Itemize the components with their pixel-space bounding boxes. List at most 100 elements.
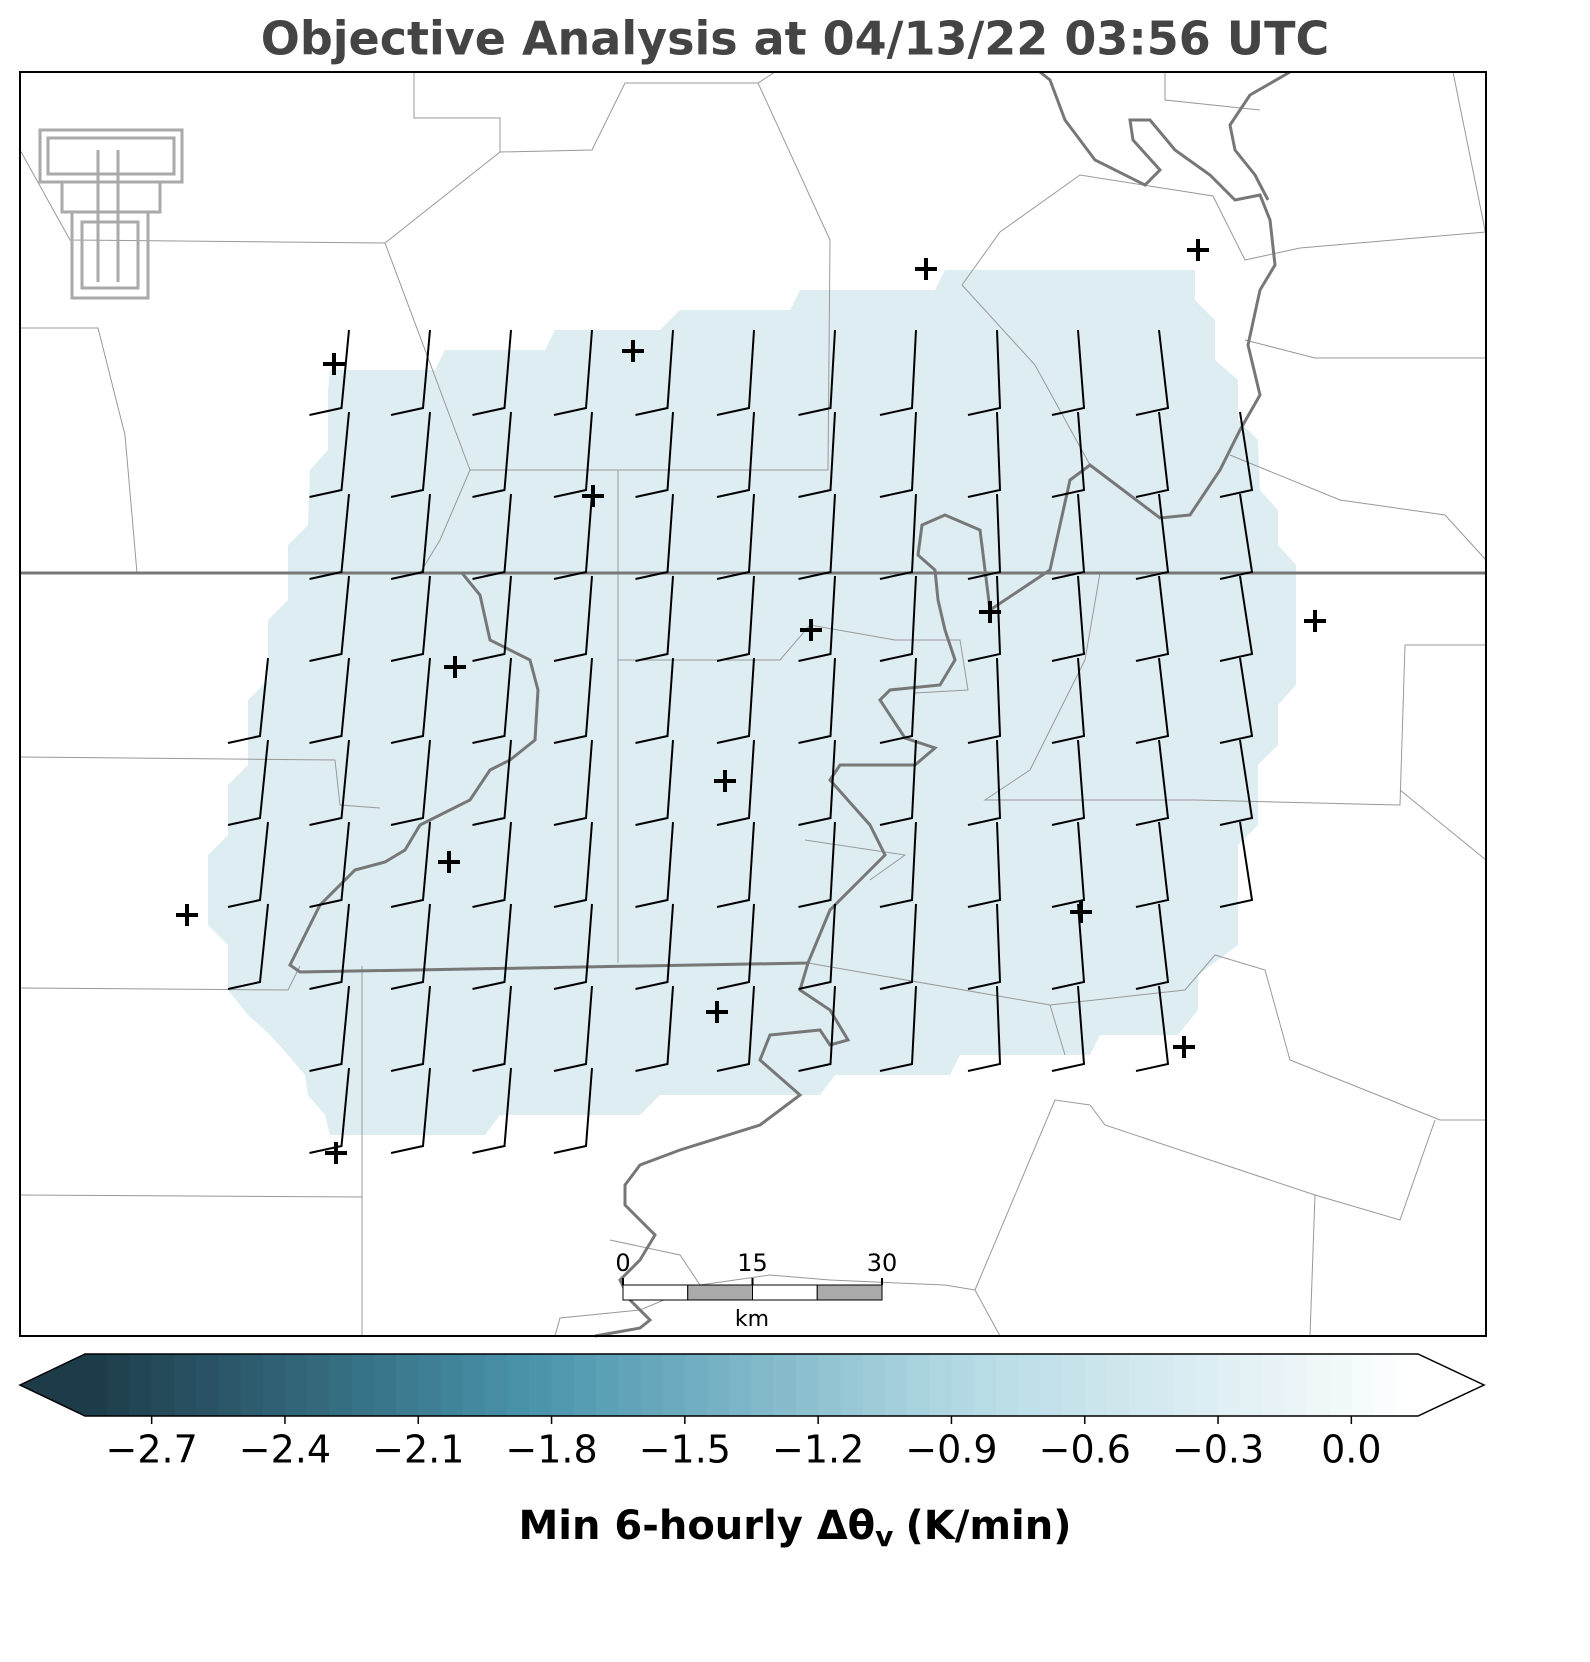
wind-barb <box>553 985 593 1072</box>
stations <box>176 239 1326 1164</box>
colorbar-band <box>284 1354 308 1416</box>
wind-barb <box>227 821 269 908</box>
county-lines <box>19 71 1487 1337</box>
title: Objective Analysis at 04/13/22 03:56 UTC <box>261 12 1330 66</box>
wind-barb <box>798 739 836 826</box>
colorbar-band <box>440 1354 464 1416</box>
colorbar-band <box>1062 1354 1086 1416</box>
wind-barb <box>879 411 917 498</box>
wind-barb <box>635 985 674 1072</box>
scale-segment <box>687 1284 753 1301</box>
station-marker <box>438 851 460 873</box>
wind-barb <box>635 739 674 826</box>
colorbar-extend-high <box>1418 1354 1484 1416</box>
wind-barb <box>635 493 674 580</box>
wind-barb <box>390 903 431 990</box>
station-marker <box>1304 610 1326 632</box>
colorbar-band <box>1173 1354 1197 1416</box>
wind-barb <box>1135 329 1170 416</box>
colorbar-band <box>196 1354 219 1416</box>
station-marker <box>444 656 466 678</box>
colorbar-tick-label: −1.8 <box>505 1428 597 1472</box>
wind-barb <box>798 903 836 990</box>
wind-barb <box>1219 493 1254 580</box>
colorbar-band <box>662 1354 686 1416</box>
wind-barb <box>227 739 269 826</box>
wind-barb <box>1135 411 1170 498</box>
colorbar-band <box>1373 1354 1397 1416</box>
colorbar-band <box>907 1354 930 1416</box>
wind-barb <box>309 575 350 662</box>
scale-segment <box>752 1284 818 1301</box>
colorbar-band <box>418 1354 441 1416</box>
colorbar-extend-low <box>20 1354 85 1416</box>
wind-barb <box>553 493 593 580</box>
wind-barb <box>472 1067 512 1154</box>
scale-segment <box>816 1284 883 1301</box>
colorbar-band <box>951 1354 975 1416</box>
wind-barb <box>309 411 350 498</box>
colorbar-band <box>818 1354 841 1416</box>
colorbar-tick-label: −0.3 <box>1172 1428 1264 1472</box>
colorbar-band <box>1329 1354 1352 1416</box>
colorbar: −2.7 −2.4 −2.1 −1.8 −1.5 −1.2 −0.9 −0.6 −0.3 0.0 <box>18 1353 1486 1472</box>
colorbar-band <box>173 1354 197 1416</box>
wind-barb <box>635 821 674 908</box>
wind-barb <box>798 821 836 908</box>
scale-bar: km 0 15 30 <box>615 1249 897 1332</box>
wind-barb <box>309 329 350 416</box>
wind-barb <box>967 739 1002 826</box>
wind-barb <box>967 657 1002 744</box>
wind-barb <box>472 985 512 1072</box>
wind-barb <box>967 985 1002 1072</box>
colorbar-band <box>1129 1354 1152 1416</box>
wind-barb <box>1135 821 1170 908</box>
wind-barb <box>1051 821 1086 908</box>
colorbar-band <box>862 1354 886 1416</box>
colorbar-band <box>307 1354 330 1416</box>
colorbar-band <box>329 1354 353 1416</box>
colorbar-band <box>240 1354 264 1416</box>
colorbar-band <box>1351 1354 1375 1416</box>
wind-barb <box>716 493 755 580</box>
label-sub: v <box>875 1520 893 1553</box>
wind-barb <box>1219 739 1254 826</box>
wind-barb <box>472 493 512 580</box>
wind-barb <box>967 329 1002 416</box>
colorbar-band <box>218 1354 242 1416</box>
wind-barb <box>798 657 836 744</box>
station-marker <box>325 1142 347 1164</box>
colorbar-band <box>129 1354 153 1416</box>
station-marker <box>714 770 736 792</box>
station-marker <box>706 1001 728 1023</box>
scale-tick-label: 15 <box>737 1249 768 1277</box>
wind-barb <box>309 657 350 744</box>
colorbar-band <box>351 1354 375 1416</box>
colorbar-band <box>773 1354 797 1416</box>
colorbar-band <box>729 1354 752 1416</box>
colorbar-band <box>396 1354 419 1416</box>
colorbar-band <box>107 1354 130 1416</box>
wind-barb <box>716 575 755 662</box>
colorbar-band <box>595 1354 619 1416</box>
wind-barbs <box>227 329 1254 1154</box>
wind-barb <box>553 411 593 498</box>
wind-barb <box>879 739 917 826</box>
station-marker <box>800 619 822 641</box>
colorbar-band <box>1151 1354 1175 1416</box>
wind-barb <box>716 411 755 498</box>
wind-barb <box>553 657 593 744</box>
wind-barb <box>1051 329 1086 416</box>
wind-barb <box>967 821 1002 908</box>
scale-unit: km <box>735 1307 769 1332</box>
colorbar-tick-label: −2.7 <box>106 1428 198 1472</box>
wind-barb <box>227 903 269 990</box>
colorbar-tick-label: −1.5 <box>639 1428 731 1472</box>
station-marker <box>176 904 198 926</box>
wind-barb <box>309 739 350 826</box>
station-marker <box>582 485 604 507</box>
colorbar-band <box>995 1354 1019 1416</box>
colorbar-band <box>262 1354 286 1416</box>
colorbar-tick-label: −0.6 <box>1039 1428 1131 1472</box>
wind-barb <box>1051 493 1086 580</box>
